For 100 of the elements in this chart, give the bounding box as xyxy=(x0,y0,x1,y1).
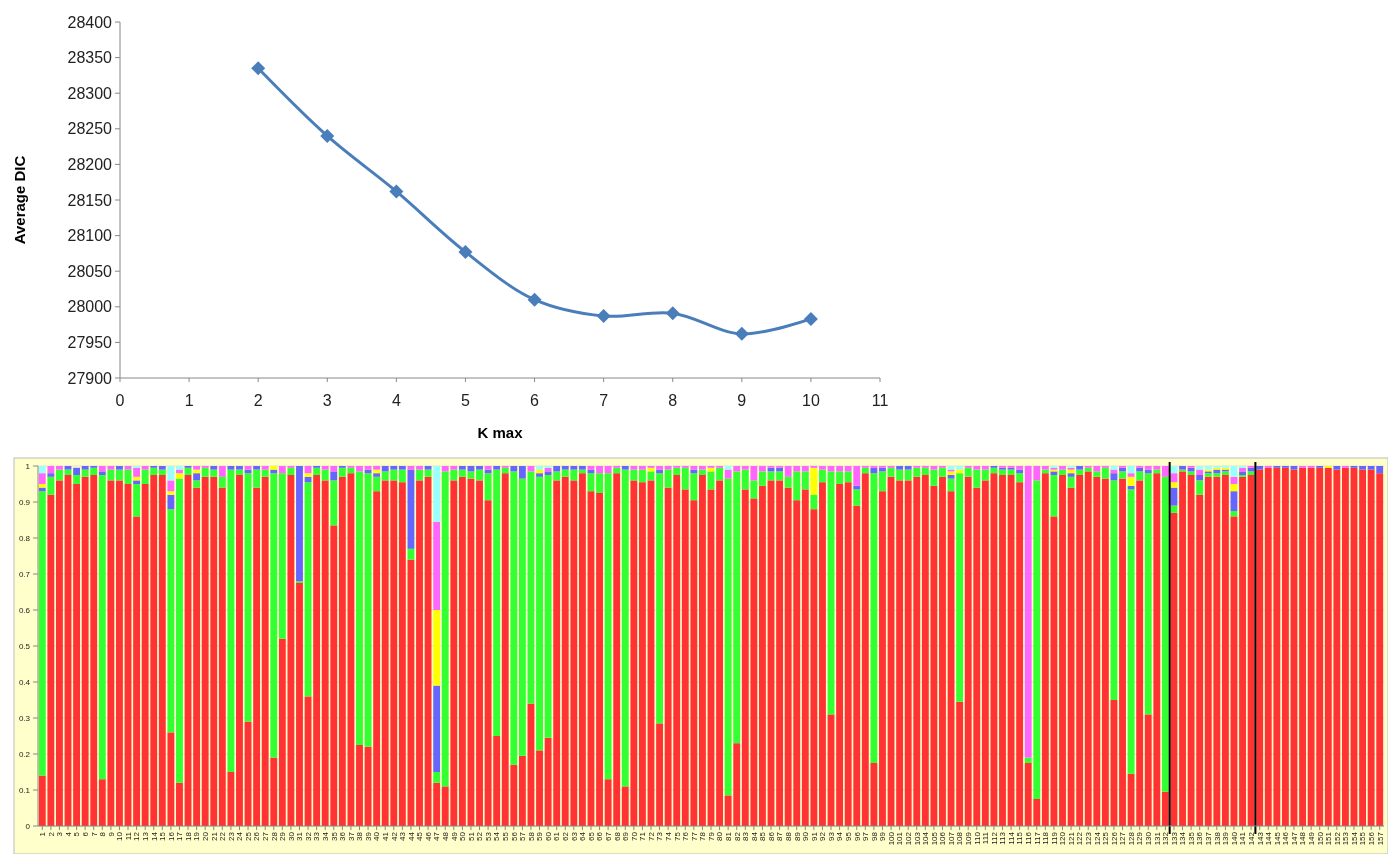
bar xyxy=(193,487,201,826)
x-tick-label: 11 xyxy=(123,831,133,841)
bar xyxy=(999,469,1006,475)
bar xyxy=(604,473,612,780)
x-tick-label: 69 xyxy=(621,831,631,841)
bar xyxy=(47,473,55,477)
x-tick-label: 61 xyxy=(552,831,562,841)
bar xyxy=(356,745,363,826)
bar xyxy=(133,516,141,826)
bar xyxy=(1333,466,1341,470)
bar xyxy=(536,750,543,826)
x-tick-label: 73 xyxy=(655,831,665,841)
x-tick-label: 62 xyxy=(561,831,571,841)
bar xyxy=(176,478,183,783)
bar xyxy=(167,491,175,495)
bar xyxy=(518,755,526,826)
bar xyxy=(373,491,381,826)
bar xyxy=(416,480,423,826)
bar xyxy=(458,466,466,470)
x-tick-label: 120 xyxy=(1058,831,1068,846)
x-tick-label: 21 xyxy=(209,831,219,841)
bar xyxy=(424,469,432,477)
x-tick-label: 2 xyxy=(253,392,263,409)
x-tick-label: 134 xyxy=(1178,831,1188,846)
bar xyxy=(587,466,595,470)
x-tick-label: 74 xyxy=(663,831,673,841)
x-tick-label: 99 xyxy=(878,831,888,841)
x-tick-label: 91 xyxy=(809,831,819,841)
bar xyxy=(330,471,338,481)
x-tick-label: 40 xyxy=(372,831,382,841)
bar xyxy=(56,466,63,470)
point xyxy=(734,326,749,341)
bar xyxy=(810,467,818,495)
x-tick-label: 14 xyxy=(149,831,159,841)
bar xyxy=(1110,466,1118,470)
x-tick-label: 49 xyxy=(449,831,459,841)
bar xyxy=(116,469,123,481)
x-tick-label: 53 xyxy=(483,831,493,841)
bar xyxy=(536,473,543,477)
bar xyxy=(810,494,818,510)
x-tick-label: 155 xyxy=(1358,831,1368,846)
x-tick-label: 57 xyxy=(518,831,528,841)
bar xyxy=(1196,475,1204,481)
x-tick-label: 71 xyxy=(638,831,648,841)
x-tick-label: 54 xyxy=(492,831,502,841)
bar xyxy=(433,466,441,522)
bar xyxy=(424,466,432,470)
bar xyxy=(56,469,63,481)
bar xyxy=(373,466,381,470)
x-tick-label: 20 xyxy=(200,831,210,841)
bar xyxy=(416,466,423,470)
bar xyxy=(896,466,904,470)
bar xyxy=(1179,471,1186,826)
bar xyxy=(956,466,964,470)
x-tick-label: 109 xyxy=(964,831,973,846)
bar xyxy=(724,466,732,470)
bar xyxy=(1170,482,1178,488)
bar xyxy=(621,466,629,470)
x-tick-label: 79 xyxy=(706,831,716,841)
point xyxy=(527,292,542,307)
bar xyxy=(759,485,766,826)
x-tick-label: 92 xyxy=(818,831,828,841)
x-tick-label: 13 xyxy=(140,831,150,841)
bar xyxy=(1299,467,1306,826)
x-tick-label: 17 xyxy=(175,831,185,841)
x-tick-label: 97 xyxy=(861,831,871,841)
bar xyxy=(244,466,252,470)
bar xyxy=(716,467,723,481)
x-tick-label: 7 xyxy=(89,831,99,837)
x-axis-title: K max xyxy=(477,424,524,441)
y-tick-label: 1 xyxy=(25,461,31,471)
bar xyxy=(578,466,586,470)
bar xyxy=(313,475,321,826)
bar xyxy=(116,466,123,470)
bar xyxy=(1016,473,1024,483)
x-tick-label: 63 xyxy=(569,831,579,841)
bar xyxy=(1359,469,1366,826)
x-tick-label: 93 xyxy=(826,831,836,841)
bar xyxy=(1221,475,1229,826)
bar xyxy=(656,473,663,724)
bar xyxy=(133,467,141,477)
x-tick-label: 98 xyxy=(869,831,879,841)
bar xyxy=(1196,480,1204,495)
x-tick-label: 39 xyxy=(363,831,373,841)
bar xyxy=(124,466,132,470)
bar xyxy=(638,466,646,470)
bar xyxy=(467,471,475,479)
x-tick-label: 119 xyxy=(1049,831,1059,845)
x-tick-label: 51 xyxy=(466,831,476,841)
bar xyxy=(1341,467,1349,826)
bar xyxy=(1016,482,1024,826)
bar xyxy=(158,469,166,475)
bar xyxy=(1093,471,1101,477)
x-tick-label: 88 xyxy=(783,831,793,841)
bar xyxy=(38,473,46,484)
bar xyxy=(1067,476,1075,488)
bar xyxy=(236,469,243,475)
x-tick-label: 43 xyxy=(398,831,408,841)
point xyxy=(803,311,818,326)
x-tick-label: 78 xyxy=(698,831,708,841)
